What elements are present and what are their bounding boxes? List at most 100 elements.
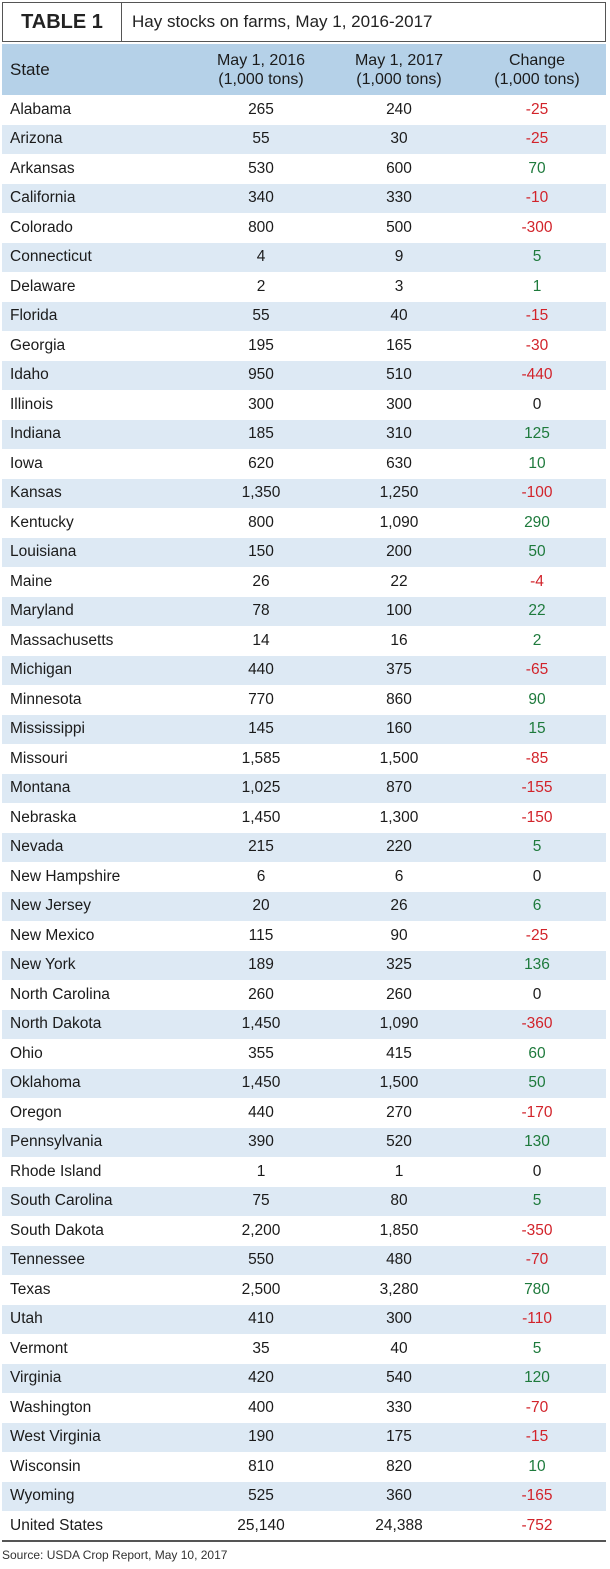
cell-2016: 420: [192, 1363, 330, 1393]
table-row: Nebraska 1,450 1,300 -150: [2, 803, 606, 833]
cell-state: Mississippi: [2, 714, 192, 744]
table-row: North Carolina 260 260 0: [2, 980, 606, 1010]
table-row: Montana 1,025 870 -155: [2, 773, 606, 803]
table-row: Washington 400 330 -70: [2, 1393, 606, 1423]
cell-2017: 1,500: [330, 744, 468, 774]
cell-state: Rhode Island: [2, 1157, 192, 1187]
cell-change: -25: [468, 95, 606, 125]
cell-state: Washington: [2, 1393, 192, 1423]
cell-change: 0: [468, 1157, 606, 1187]
cell-2016: 1,450: [192, 1068, 330, 1098]
cell-state: Tennessee: [2, 1245, 192, 1275]
cell-2016: 6: [192, 862, 330, 892]
header-change: Change (1,000 tons): [468, 44, 606, 95]
cell-2017: 360: [330, 1481, 468, 1511]
cell-2017: 30: [330, 124, 468, 154]
cell-2017: 500: [330, 213, 468, 243]
cell-state: Maryland: [2, 596, 192, 626]
cell-2016: 300: [192, 390, 330, 420]
cell-change: 780: [468, 1275, 606, 1305]
cell-state: Michigan: [2, 655, 192, 685]
cell-change: 15: [468, 714, 606, 744]
cell-2017: 860: [330, 685, 468, 715]
table-row: Rhode Island 1 1 0: [2, 1157, 606, 1187]
cell-change: -440: [468, 360, 606, 390]
cell-state: Utah: [2, 1304, 192, 1334]
cell-change: 22: [468, 596, 606, 626]
cell-change: 5: [468, 832, 606, 862]
cell-2016: 950: [192, 360, 330, 390]
cell-2016: 2,200: [192, 1216, 330, 1246]
table-row: Kansas 1,350 1,250 -100: [2, 478, 606, 508]
table-row: North Dakota 1,450 1,090 -360: [2, 1009, 606, 1039]
cell-2017: 480: [330, 1245, 468, 1275]
cell-2016: 390: [192, 1127, 330, 1157]
table-row: Wisconsin 810 820 10: [2, 1452, 606, 1482]
cell-2016: 25,140: [192, 1511, 330, 1541]
cell-2016: 185: [192, 419, 330, 449]
table-row: Maine 26 22 -4: [2, 567, 606, 597]
cell-change: -350: [468, 1216, 606, 1246]
cell-2016: 189: [192, 950, 330, 980]
cell-state: United States: [2, 1511, 192, 1541]
cell-change: 1: [468, 272, 606, 302]
cell-2016: 1,450: [192, 803, 330, 833]
cell-state: Oklahoma: [2, 1068, 192, 1098]
cell-change: -100: [468, 478, 606, 508]
table-row: Iowa 620 630 10: [2, 449, 606, 479]
table-row: Arkansas 530 600 70: [2, 154, 606, 184]
table-row: Ohio 355 415 60: [2, 1039, 606, 1069]
cell-2017: 1,250: [330, 478, 468, 508]
cell-2017: 80: [330, 1186, 468, 1216]
table-row: Vermont 35 40 5: [2, 1334, 606, 1364]
cell-state: Kansas: [2, 478, 192, 508]
cell-2017: 270: [330, 1098, 468, 1128]
cell-change: -30: [468, 331, 606, 361]
cell-2016: 340: [192, 183, 330, 213]
cell-2017: 310: [330, 419, 468, 449]
cell-state: Illinois: [2, 390, 192, 420]
cell-2016: 550: [192, 1245, 330, 1275]
cell-2017: 520: [330, 1127, 468, 1157]
cell-state: South Carolina: [2, 1186, 192, 1216]
header-2016-line1: May 1, 2016: [216, 51, 306, 69]
cell-state: South Dakota: [2, 1216, 192, 1246]
cell-state: Texas: [2, 1275, 192, 1305]
cell-2017: 3,280: [330, 1275, 468, 1305]
table-row: Alabama 265 240 -25: [2, 95, 606, 125]
cell-state: Nebraska: [2, 803, 192, 833]
cell-change: 90: [468, 685, 606, 715]
cell-2016: 620: [192, 449, 330, 479]
cell-change: 136: [468, 950, 606, 980]
cell-state: Idaho: [2, 360, 192, 390]
cell-2016: 75: [192, 1186, 330, 1216]
cell-state: West Virginia: [2, 1422, 192, 1452]
cell-2016: 35: [192, 1334, 330, 1364]
table-row: Virginia 420 540 120: [2, 1363, 606, 1393]
cell-state: Wyoming: [2, 1481, 192, 1511]
table-row: Idaho 950 510 -440: [2, 360, 606, 390]
cell-2017: 630: [330, 449, 468, 479]
table-row: Massachusetts 14 16 2: [2, 626, 606, 656]
cell-change: 5: [468, 1186, 606, 1216]
table-row: Kentucky 800 1,090 290: [2, 508, 606, 538]
table-title-bar: TABLE 1 Hay stocks on farms, May 1, 2016…: [2, 2, 606, 42]
header-2017: May 1, 2017 (1,000 tons): [330, 44, 468, 95]
cell-2016: 14: [192, 626, 330, 656]
cell-change: 70: [468, 154, 606, 184]
cell-state: Massachusetts: [2, 626, 192, 656]
cell-change: -65: [468, 655, 606, 685]
header-2017-line2: (1,000 tons): [356, 70, 442, 88]
table-row: United States 25,140 24,388 -752: [2, 1511, 606, 1541]
cell-2016: 810: [192, 1452, 330, 1482]
cell-2017: 1,090: [330, 1009, 468, 1039]
cell-2017: 1,850: [330, 1216, 468, 1246]
cell-change: -25: [468, 921, 606, 951]
table-row: Missouri 1,585 1,500 -85: [2, 744, 606, 774]
cell-change: -155: [468, 773, 606, 803]
table-row: Arizona 55 30 -25: [2, 124, 606, 154]
cell-state: Connecticut: [2, 242, 192, 272]
cell-2016: 530: [192, 154, 330, 184]
cell-state: Indiana: [2, 419, 192, 449]
table-row: Texas 2,500 3,280 780: [2, 1275, 606, 1305]
